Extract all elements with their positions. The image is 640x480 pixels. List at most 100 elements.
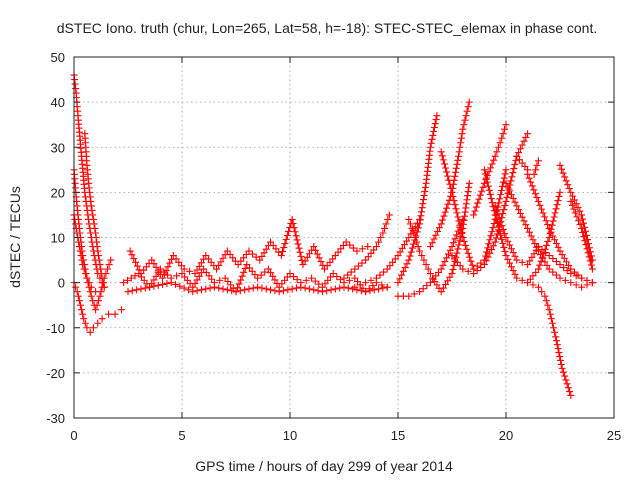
data-point (405, 234, 413, 241)
data-point (159, 274, 167, 282)
data-point (480, 166, 488, 174)
data-point (502, 252, 510, 260)
data-point (405, 292, 413, 300)
data-trace (258, 284, 279, 295)
data-trace (460, 103, 472, 129)
data-trace (269, 241, 283, 256)
data-trace (542, 297, 552, 309)
axis-ticks: 0 5 10 15 20 25 -30 -20 -10 0 10 20 30 40 50 (46, 50, 621, 443)
data-trace (78, 306, 87, 318)
data-point (340, 283, 348, 291)
data-trace (311, 277, 323, 288)
data-point (567, 391, 575, 399)
data-point (73, 288, 81, 296)
data-point (288, 215, 296, 223)
data-point (524, 224, 532, 232)
data-point (470, 270, 478, 278)
data-trace (186, 267, 194, 275)
data-trace (583, 276, 591, 284)
data-trace (86, 188, 95, 205)
data-marks (70, 71, 596, 399)
data-point (513, 256, 521, 264)
series-17 (470, 121, 510, 219)
data-point (245, 247, 253, 255)
data-trace (333, 273, 344, 284)
data-trace (191, 269, 205, 288)
data-trace (367, 276, 375, 284)
data-trace (346, 241, 357, 252)
data-trace (552, 337, 565, 368)
data-point (448, 270, 456, 278)
data-trace (419, 282, 431, 293)
data-point (275, 288, 283, 296)
data-point (210, 283, 218, 291)
data-point (534, 265, 542, 273)
data-trace (75, 120, 85, 156)
y-tick-label: 50 (51, 50, 65, 65)
data-trace (81, 319, 89, 327)
data-trace (471, 183, 487, 215)
data-trace (518, 258, 526, 266)
data-point (405, 256, 413, 264)
data-point (437, 265, 445, 273)
data-point (465, 179, 473, 187)
data-trace (547, 228, 562, 251)
data-trace (572, 281, 580, 289)
series-3 (81, 130, 108, 291)
data-point (588, 265, 596, 273)
data-point (96, 261, 104, 269)
data-trace (504, 255, 519, 278)
data-point (92, 288, 100, 296)
x-tick-label: 25 (607, 428, 621, 443)
data-trace (215, 251, 229, 269)
data-point (86, 328, 94, 336)
data-point (254, 283, 262, 291)
data-point (534, 157, 542, 165)
data-trace (301, 284, 322, 295)
y-tick-label: 10 (51, 231, 65, 246)
data-trace (257, 268, 269, 279)
x-tick-label: 0 (70, 428, 77, 443)
data-trace (376, 268, 388, 279)
data-point (79, 261, 87, 269)
data-point (256, 256, 264, 264)
data-point (480, 261, 488, 269)
data-point (96, 292, 104, 300)
data-point (541, 292, 549, 300)
data-trace (499, 125, 509, 138)
data-trace (90, 220, 99, 232)
data-point (491, 202, 499, 210)
data-point (567, 197, 575, 205)
data-trace (364, 246, 378, 261)
data-point (502, 166, 510, 174)
data-point (83, 274, 91, 282)
data-trace (423, 147, 434, 183)
data-point (126, 247, 134, 255)
series-8 (126, 215, 372, 282)
data-trace (473, 259, 485, 270)
data-trace (140, 259, 153, 274)
data-trace (172, 255, 185, 270)
data-point (578, 224, 586, 232)
y-axis-label: dSTEC / TECUs (7, 186, 23, 288)
data-point (567, 265, 575, 273)
data-trace (76, 247, 86, 264)
data-point (105, 310, 113, 318)
series-25 (556, 161, 596, 264)
data-point (411, 234, 419, 241)
data-trace (538, 246, 550, 257)
data-trace (99, 279, 107, 287)
data-point (534, 243, 542, 251)
series-20 (502, 179, 596, 291)
data-trace (334, 241, 347, 256)
data-trace (160, 255, 176, 278)
data-point (491, 238, 499, 246)
data-point (437, 288, 445, 296)
data-point (297, 283, 305, 291)
data-trace (418, 252, 428, 264)
data-point (534, 197, 542, 205)
series-7 (124, 279, 391, 296)
data-point (180, 265, 188, 273)
data-point (98, 315, 106, 323)
data-point (556, 161, 564, 169)
